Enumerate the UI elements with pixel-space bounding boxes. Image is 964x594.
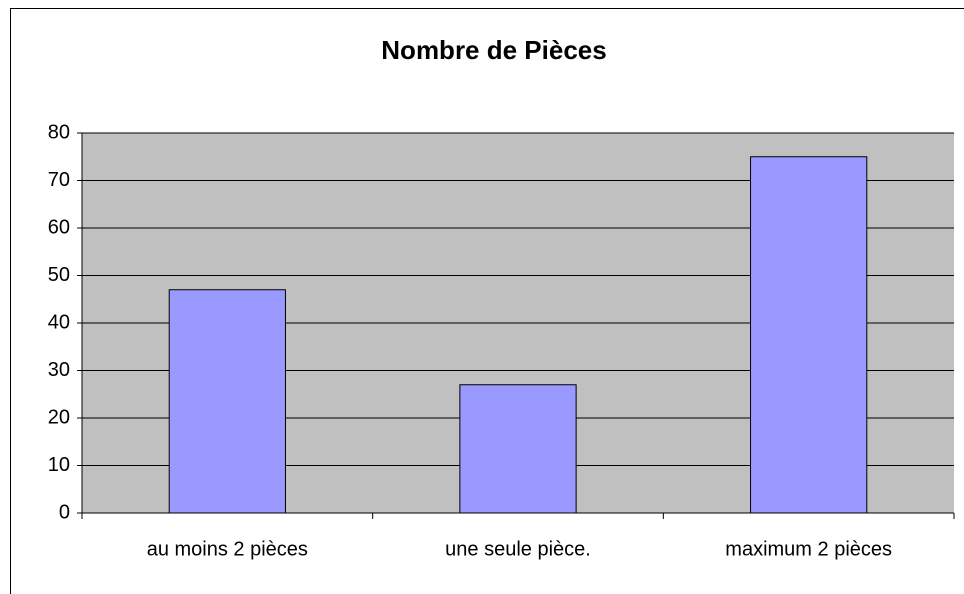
x-tick-label: au moins 2 pièces [147, 538, 308, 560]
bar [168, 289, 286, 514]
y-tick-label: 20 [48, 406, 70, 428]
y-tick-label: 40 [48, 311, 70, 333]
y-tick-label: 0 [59, 501, 70, 523]
x-tick-label: une seule pièce. [445, 538, 591, 560]
y-tick-label: 30 [48, 359, 70, 381]
bar [459, 384, 577, 514]
y-tick-label: 80 [48, 121, 70, 143]
bar [750, 156, 868, 514]
x-tick-label: maximum 2 pièces [725, 538, 892, 560]
chart-title: Nombre de Pièces [381, 35, 606, 65]
y-tick-label: 10 [48, 454, 70, 476]
y-tick-label: 70 [48, 169, 70, 191]
y-tick-label: 60 [48, 216, 70, 238]
y-tick-label: 50 [48, 264, 70, 286]
